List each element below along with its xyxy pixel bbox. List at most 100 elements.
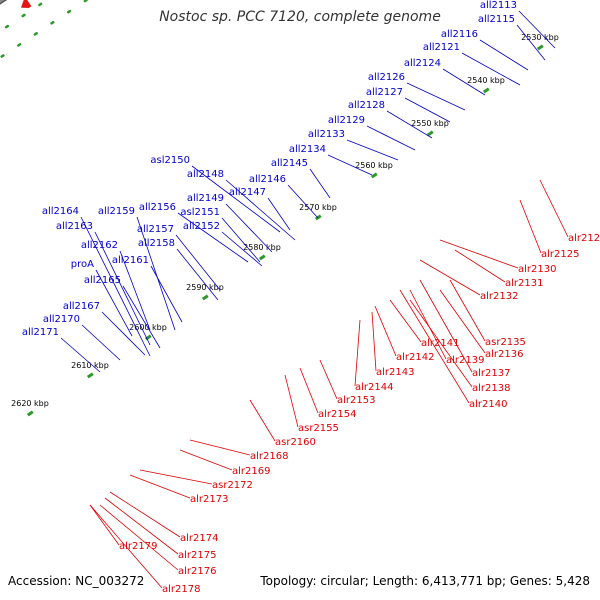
forward-gene-label[interactable]: all2148	[187, 169, 224, 180]
forward-gene-label[interactable]: all2129	[328, 115, 365, 126]
forward-gene-label[interactable]: all2124	[404, 58, 441, 69]
reverse-gene-label[interactable]: alr2178	[162, 584, 200, 595]
kbp-tick-mark	[370, 172, 378, 179]
reverse-gene-label[interactable]: asr2155	[298, 423, 339, 434]
reverse-gene-label[interactable]: alr2137	[472, 368, 510, 379]
accession-label: Accession: NC_003272	[8, 574, 145, 588]
forward-gene-label[interactable]: all2145	[271, 158, 308, 169]
forward-gene-label[interactable]: all2158	[138, 238, 175, 249]
kbp-tick-label: 2590 kbp	[186, 283, 224, 292]
kbp-tick-mark	[536, 44, 544, 51]
reverse-gene-label[interactable]: alr2144	[355, 382, 393, 393]
reverse-gene-arrow-shape	[32, 0, 54, 2]
forward-gene-label[interactable]: all2116	[441, 29, 478, 40]
reverse-gene-label[interactable]: alr2173	[190, 494, 228, 505]
reverse-leader-line	[89, 504, 163, 589]
reverse-leader-line	[409, 289, 447, 360]
reverse-leader-line	[249, 399, 276, 442]
forward-gene-label[interactable]: all2163	[56, 221, 93, 232]
forward-gene-label[interactable]: all2115	[478, 14, 515, 25]
reverse-leader-line	[139, 469, 213, 485]
kbp-tick-label: 2610 kbp	[71, 361, 109, 370]
reverse-leader-line	[104, 497, 179, 555]
reverse-gene-label[interactable]: alr2174	[180, 533, 218, 544]
kbp-tick-mark	[482, 87, 490, 94]
forward-gene-label[interactable]: all2161	[112, 255, 149, 266]
reverse-gene-label[interactable]: alr2141	[421, 338, 459, 349]
reverse-gene-label[interactable]: alr2175	[178, 550, 216, 561]
forward-leader-line	[221, 231, 263, 267]
forward-gene-label[interactable]: all2157	[137, 224, 174, 235]
reverse-leader-line	[319, 359, 338, 400]
reverse-leader-line	[179, 449, 233, 471]
forward-leader-line	[175, 234, 221, 291]
forward-leader-line	[516, 24, 546, 61]
reverse-gene-label[interactable]: alr2130	[518, 264, 556, 275]
forward-gene-label[interactable]: all2152	[183, 221, 220, 232]
reverse-leader-line	[374, 305, 397, 357]
reverse-gene-arrow[interactable]	[19, 0, 32, 11]
reverse-leader-line	[299, 367, 319, 414]
reverse-leader-line	[284, 374, 299, 428]
reverse-gene-label[interactable]: alr2142	[396, 352, 434, 363]
reverse-gene-arrow[interactable]	[32, 0, 54, 2]
kbp-tick-label: 2560 kbp	[355, 161, 393, 170]
reverse-gene-label[interactable]: alr2131	[505, 278, 543, 289]
forward-gene-label[interactable]: all2134	[289, 144, 326, 155]
forward-gene-label[interactable]: all2146	[249, 174, 286, 185]
reverse-leader-line	[129, 474, 191, 499]
reverse-gene-label[interactable]: alr2176	[178, 566, 216, 577]
reverse-gene-label[interactable]: alr2168	[250, 451, 288, 462]
reverse-leader-line	[519, 199, 542, 254]
reverse-gene-label[interactable]: alr2154	[318, 409, 356, 420]
forward-gene-label[interactable]: all2113	[480, 0, 517, 11]
reverse-leader-line	[449, 279, 486, 342]
forward-gene-label[interactable]: asl2150	[150, 155, 190, 166]
forward-leader-line	[122, 285, 161, 349]
forward-gene-label[interactable]: all2164	[42, 206, 79, 217]
forward-gene-label[interactable]: all2171	[22, 327, 59, 338]
forward-leader-line	[191, 165, 281, 233]
forward-gene-label[interactable]: all2162	[81, 240, 118, 251]
forward-gene-label[interactable]: proA	[71, 259, 94, 270]
reverse-leader-line	[371, 311, 377, 372]
forward-gene-label[interactable]: all2121	[423, 42, 460, 53]
forward-gene-label[interactable]: all2170	[43, 314, 80, 325]
forward-gene-label[interactable]: all2149	[187, 193, 224, 204]
kbp-tick-mark	[426, 130, 434, 137]
reverse-gene-label[interactable]: alr2138	[472, 383, 510, 394]
reverse-gene-label[interactable]: asr2135	[485, 337, 526, 348]
kbp-tick-mark	[201, 294, 209, 301]
forward-leader-line	[442, 68, 486, 96]
reverse-gene-label[interactable]: asr2160	[275, 437, 316, 448]
reverse-gene-label[interactable]: alr2136	[485, 349, 523, 360]
reverse-gene-label[interactable]: alr2140	[469, 399, 507, 410]
kbp-tick-mark	[26, 410, 34, 417]
kbp-tick-mark	[258, 254, 266, 261]
reverse-gene-label[interactable]: alr2125	[541, 249, 579, 260]
reverse-gene-label[interactable]: alr2179	[119, 541, 157, 552]
forward-gene-label[interactable]: all2147	[229, 187, 266, 198]
reverse-leader-line	[439, 239, 519, 269]
reverse-gene-label[interactable]: alr2153	[337, 395, 375, 406]
forward-leader-line	[404, 97, 451, 123]
reverse-gene-label[interactable]: asr2172	[212, 480, 253, 491]
reverse-gene-label[interactable]: alr2123	[568, 233, 600, 244]
forward-gene-label[interactable]: all2126	[368, 72, 405, 83]
forward-gene-label[interactable]: all2165	[84, 275, 121, 286]
forward-gene-label[interactable]: all2159	[98, 206, 135, 217]
reverse-gene-label[interactable]: alr2169	[232, 466, 270, 477]
forward-leader-line	[267, 197, 291, 231]
forward-gene-label[interactable]: all2167	[63, 301, 100, 312]
forward-leader-line	[461, 52, 521, 86]
forward-gene-label[interactable]: all2133	[308, 129, 345, 140]
forward-gene-label[interactable]: asl2151	[180, 207, 220, 218]
reverse-gene-label[interactable]: alr2143	[376, 367, 414, 378]
reverse-leader-line	[389, 299, 422, 343]
forward-gene-label[interactable]: all2128	[348, 100, 385, 111]
forward-leader-line	[81, 324, 121, 361]
reverse-gene-label[interactable]: alr2132	[480, 291, 518, 302]
forward-gene-label[interactable]: all2127	[366, 87, 403, 98]
forward-gene-label[interactable]: all2156	[139, 202, 176, 213]
